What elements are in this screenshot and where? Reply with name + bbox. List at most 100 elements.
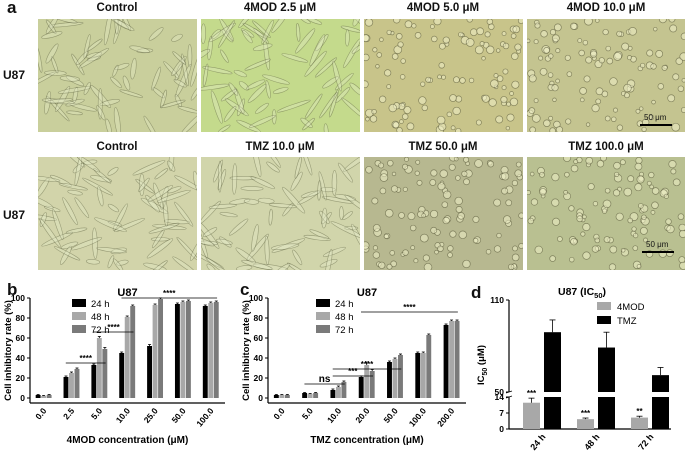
bar-TMZ-48h-lower <box>598 397 615 429</box>
cell-texture <box>364 157 523 270</box>
bar-TMZ-72h-lower <box>652 397 669 429</box>
scale-bar-label-1: 50 μm <box>644 113 667 122</box>
y-tick-label: 0 <box>499 424 504 434</box>
x-tick-label: 50.0 <box>382 406 400 425</box>
bar-4MOD-48h <box>577 419 594 429</box>
y-tick-label: 0 <box>20 393 25 403</box>
legend-label: 48 h <box>335 312 354 323</box>
bar-24h-2.5 <box>63 377 69 398</box>
bar-24h-0.0 <box>35 395 41 398</box>
micrograph-background <box>201 19 360 132</box>
bar-24h-100.0 <box>415 353 421 398</box>
legend-swatch-4MOD <box>597 302 611 310</box>
x-tick-label: 24 h <box>528 432 547 452</box>
bar-48h-25.0 <box>152 305 158 398</box>
cell-texture <box>201 157 360 270</box>
bar-24h-10.0 <box>330 390 336 398</box>
legend-swatch-24h <box>72 299 86 307</box>
x-tick-label: 100.0 <box>407 406 429 429</box>
significance-label: **** <box>163 289 176 298</box>
cell-texture <box>527 19 685 132</box>
micrograph-r1-c2 <box>201 19 360 132</box>
significance-label: **** <box>107 323 120 332</box>
micrograph-title-r2-c1: Control <box>96 141 138 153</box>
y-tick-label: 40 <box>254 353 264 363</box>
significance-label: ns <box>319 374 331 385</box>
y-tick-label: 20 <box>16 373 26 383</box>
x-tick-label: 2.5 <box>61 406 76 422</box>
significance-label: **** <box>403 303 416 312</box>
micrograph-r2-c2 <box>201 157 360 270</box>
scale-bar-2 <box>642 251 674 253</box>
y-tick-label: 7 <box>499 408 504 418</box>
legend-swatch-24h <box>316 299 330 307</box>
scale-bar-label-2: 50 μm <box>646 240 669 249</box>
micrograph-r2-c3 <box>364 157 523 270</box>
y-tick-label: 80 <box>16 313 26 323</box>
bar-24h-200.0 <box>443 325 449 398</box>
x-tick-label: 72 h <box>636 432 655 452</box>
y-tick-label: 80 <box>254 313 264 323</box>
significance-label: **** <box>79 354 92 363</box>
bar-TMZ-24h-lower <box>544 397 561 429</box>
x-tick-label: 5.0 <box>300 406 315 422</box>
micrograph-r1-c4 <box>527 19 685 132</box>
micrograph-title-r2-c4: TMZ 100.0 μM <box>568 141 644 153</box>
y-tick-label: 100 <box>249 293 263 303</box>
bar-TMZ-24h <box>544 332 561 392</box>
bar-48h-100.0 <box>208 303 214 398</box>
x-tick-label: 10.0 <box>114 406 132 425</box>
micrograph-title-r1-c3: 4MOD 5.0 μM <box>406 2 480 14</box>
bar-4MOD-72h <box>631 417 648 429</box>
bar-72h-100.0 <box>426 335 432 398</box>
bar-24h-20.0 <box>358 377 364 398</box>
bar-TMZ-48h <box>598 347 615 392</box>
significance-label: *** <box>348 367 358 376</box>
x-tick-label: 100.0 <box>194 406 216 429</box>
micrograph-title-r2-c3: TMZ 50.0 μM <box>408 141 478 153</box>
bar-24h-0.0 <box>273 395 279 398</box>
significance-label: *** <box>581 409 591 418</box>
micrograph-r1-c1 <box>38 19 197 132</box>
x-axis-label: TMZ concentration (μM) <box>310 435 423 446</box>
chart-title: U87 (IC50) <box>558 286 606 300</box>
legend-swatch-72h <box>316 325 330 333</box>
chart-title: U87 <box>117 287 137 299</box>
bar-72h-50.0 <box>185 301 191 398</box>
bar-24h-50.0 <box>174 304 180 398</box>
bar-48h-50.0 <box>392 359 398 398</box>
scale-bar-1 <box>640 124 672 126</box>
bar-TMZ-72h <box>652 375 669 392</box>
cell-texture <box>38 157 197 270</box>
panel-letter-a: a <box>7 0 17 17</box>
bar-72h-100.0 <box>213 302 219 398</box>
bar-72h-200.0 <box>454 321 460 398</box>
bar-72h-0.0 <box>284 395 290 398</box>
x-tick-label: 50.0 <box>169 406 187 425</box>
panel-letter-d: d <box>471 283 482 302</box>
significance-label: ** <box>636 407 643 416</box>
micrograph-background <box>38 19 197 132</box>
bar-72h-50.0 <box>398 355 403 398</box>
bar-24h-5.0 <box>302 393 308 398</box>
micrograph-title-r1-c2: 4MOD 2.5 μM <box>243 2 317 14</box>
bar-24h-50.0 <box>387 362 392 398</box>
y-axis-label: IC50 (μM) <box>476 345 489 385</box>
micrograph-r2-c1 <box>38 157 197 270</box>
x-tick-label: 20.0 <box>353 406 371 425</box>
micrograph-r2-c4 <box>527 157 685 270</box>
y-tick-label: 20 <box>254 373 264 383</box>
bar-48h-50.0 <box>180 302 186 398</box>
chart-title: U87 <box>357 287 377 299</box>
bar-72h-25.0 <box>158 299 164 398</box>
micrograph-title-r1-c4: 4MOD 10.0 μM <box>566 2 646 14</box>
bar-48h-20.0 <box>364 365 370 398</box>
bar-48h-2.5 <box>69 373 74 398</box>
x-tick-label: 0.0 <box>33 406 48 422</box>
y-tick-label: 60 <box>16 333 26 343</box>
legend-label: 24 h <box>335 299 354 310</box>
bar-72h-0.0 <box>46 395 52 398</box>
panel-letter-c: c <box>240 280 250 299</box>
bar-72h-5.0 <box>313 393 319 398</box>
